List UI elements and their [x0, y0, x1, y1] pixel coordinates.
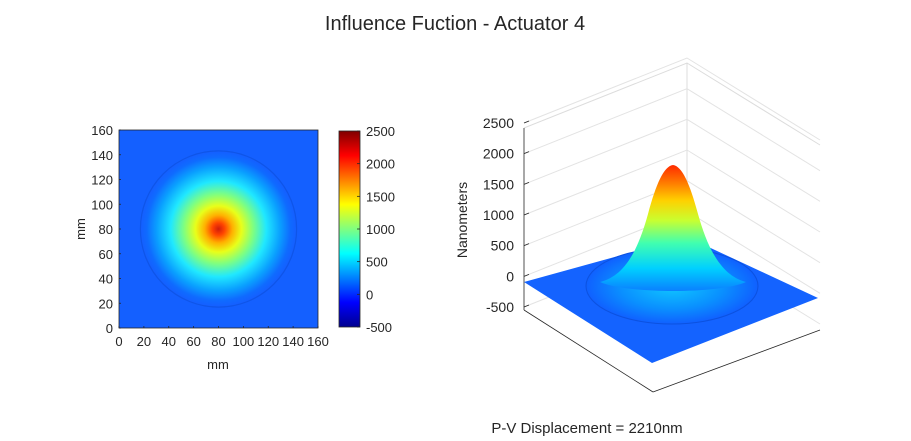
surface-z-tick — [523, 181, 530, 185]
heatmap-x-tick-label: 120 — [257, 334, 279, 349]
heatmap-y-tick-label: 0 — [106, 321, 113, 336]
surface-gridline — [523, 180, 821, 264]
heatmap-y-tick-label: 80 — [99, 222, 113, 237]
surface-z-tick-label: 2000 — [483, 146, 514, 162]
heatmap-x-tick-label: 100 — [233, 334, 255, 349]
surface-z-tick — [523, 304, 530, 308]
surface-z-tick-label: -500 — [486, 299, 514, 315]
surface-gridline — [523, 149, 821, 233]
surface-gridline — [523, 88, 821, 172]
heatmap-x-tick-label: 0 — [115, 334, 122, 349]
heatmap-aperture-edge — [139, 150, 298, 308]
heatmap-y-tick-label: 140 — [91, 148, 113, 163]
surface-z-tick-label: 0 — [506, 268, 514, 284]
surface-z-ticks: -500 0 500 1000 1500 2000 2500 — [483, 115, 530, 315]
heatmap-y-ticks: 0 20 40 60 80 100 120 140 160 — [91, 123, 121, 336]
surface-peak — [600, 165, 746, 291]
surface-z-tick-label: 2500 — [483, 115, 514, 131]
colorbar-ticks: -500 0 500 1000 1500 2000 2500 — [357, 124, 395, 335]
heatmap-x-ticks: 0 20 40 60 80 100 120 140 160 — [115, 326, 329, 349]
surface-z-tick — [523, 120, 530, 124]
colorbar-tick-label: 0 — [366, 287, 373, 302]
colorbar-gradient — [338, 130, 361, 328]
colorbar-tick-label: 2000 — [366, 157, 395, 172]
colorbar-tick-label: 500 — [366, 255, 388, 270]
heatmap-y-tick-label: 20 — [99, 296, 113, 311]
surface-z-tick — [523, 151, 530, 155]
pv-displacement-label: P-V Displacement = 2210nm — [491, 420, 682, 437]
heatmap-x-tick-label: 80 — [211, 334, 225, 349]
surface-chart: -500 0 500 1000 1500 2000 2500 Nanometers — [454, 57, 821, 393]
heatmap-x-tick-label: 20 — [137, 334, 151, 349]
heatmap-aperture — [141, 151, 296, 307]
colorbar-tick-label: -500 — [366, 320, 392, 335]
heatmap-x-tick-label: 140 — [282, 334, 304, 349]
heatmap-x-tick-label: 160 — [307, 334, 329, 349]
figure-title: Influence Fuction - Actuator 4 — [325, 13, 585, 35]
surface-y-axis — [652, 329, 821, 393]
colorbar-tick-label: 1500 — [366, 189, 395, 204]
surface-z-tick-label: 500 — [491, 238, 515, 254]
heatmap-y-tick-label: 40 — [99, 272, 113, 287]
surface-z-tick-label: 1500 — [483, 176, 514, 192]
surface-z-tick-label: 1000 — [483, 207, 514, 223]
surface-z-tick — [523, 212, 530, 216]
heatmap-y-label: mm — [73, 218, 88, 240]
heatmap-chart: 0 20 40 60 80 100 120 140 160 020406080100120140… — [73, 123, 329, 372]
heatmap-x-label: mm — [207, 357, 229, 372]
colorbar-tick-label: 2500 — [366, 124, 395, 139]
heatmap-y-tick-label: 60 — [99, 247, 113, 262]
heatmap-y-tick-label: 120 — [91, 173, 113, 188]
surface-gridline — [523, 57, 821, 141]
surface-z-label: Nanometers — [454, 182, 470, 258]
heatmap-x-tick-label: 60 — [186, 334, 200, 349]
heatmap-y-tick-label: 160 — [91, 123, 113, 138]
surface-x-axis — [523, 309, 654, 393]
colorbar: -500 0 500 1000 1500 2000 2500 — [338, 124, 395, 335]
surface-gridline — [523, 118, 821, 202]
heatmap-y-tick-label: 100 — [91, 197, 113, 212]
heatmap-x-tick-label: 40 — [162, 334, 176, 349]
colorbar-tick-label: 1000 — [366, 222, 395, 237]
surface-z-tick — [523, 273, 530, 277]
surface-z-tick — [523, 243, 530, 247]
